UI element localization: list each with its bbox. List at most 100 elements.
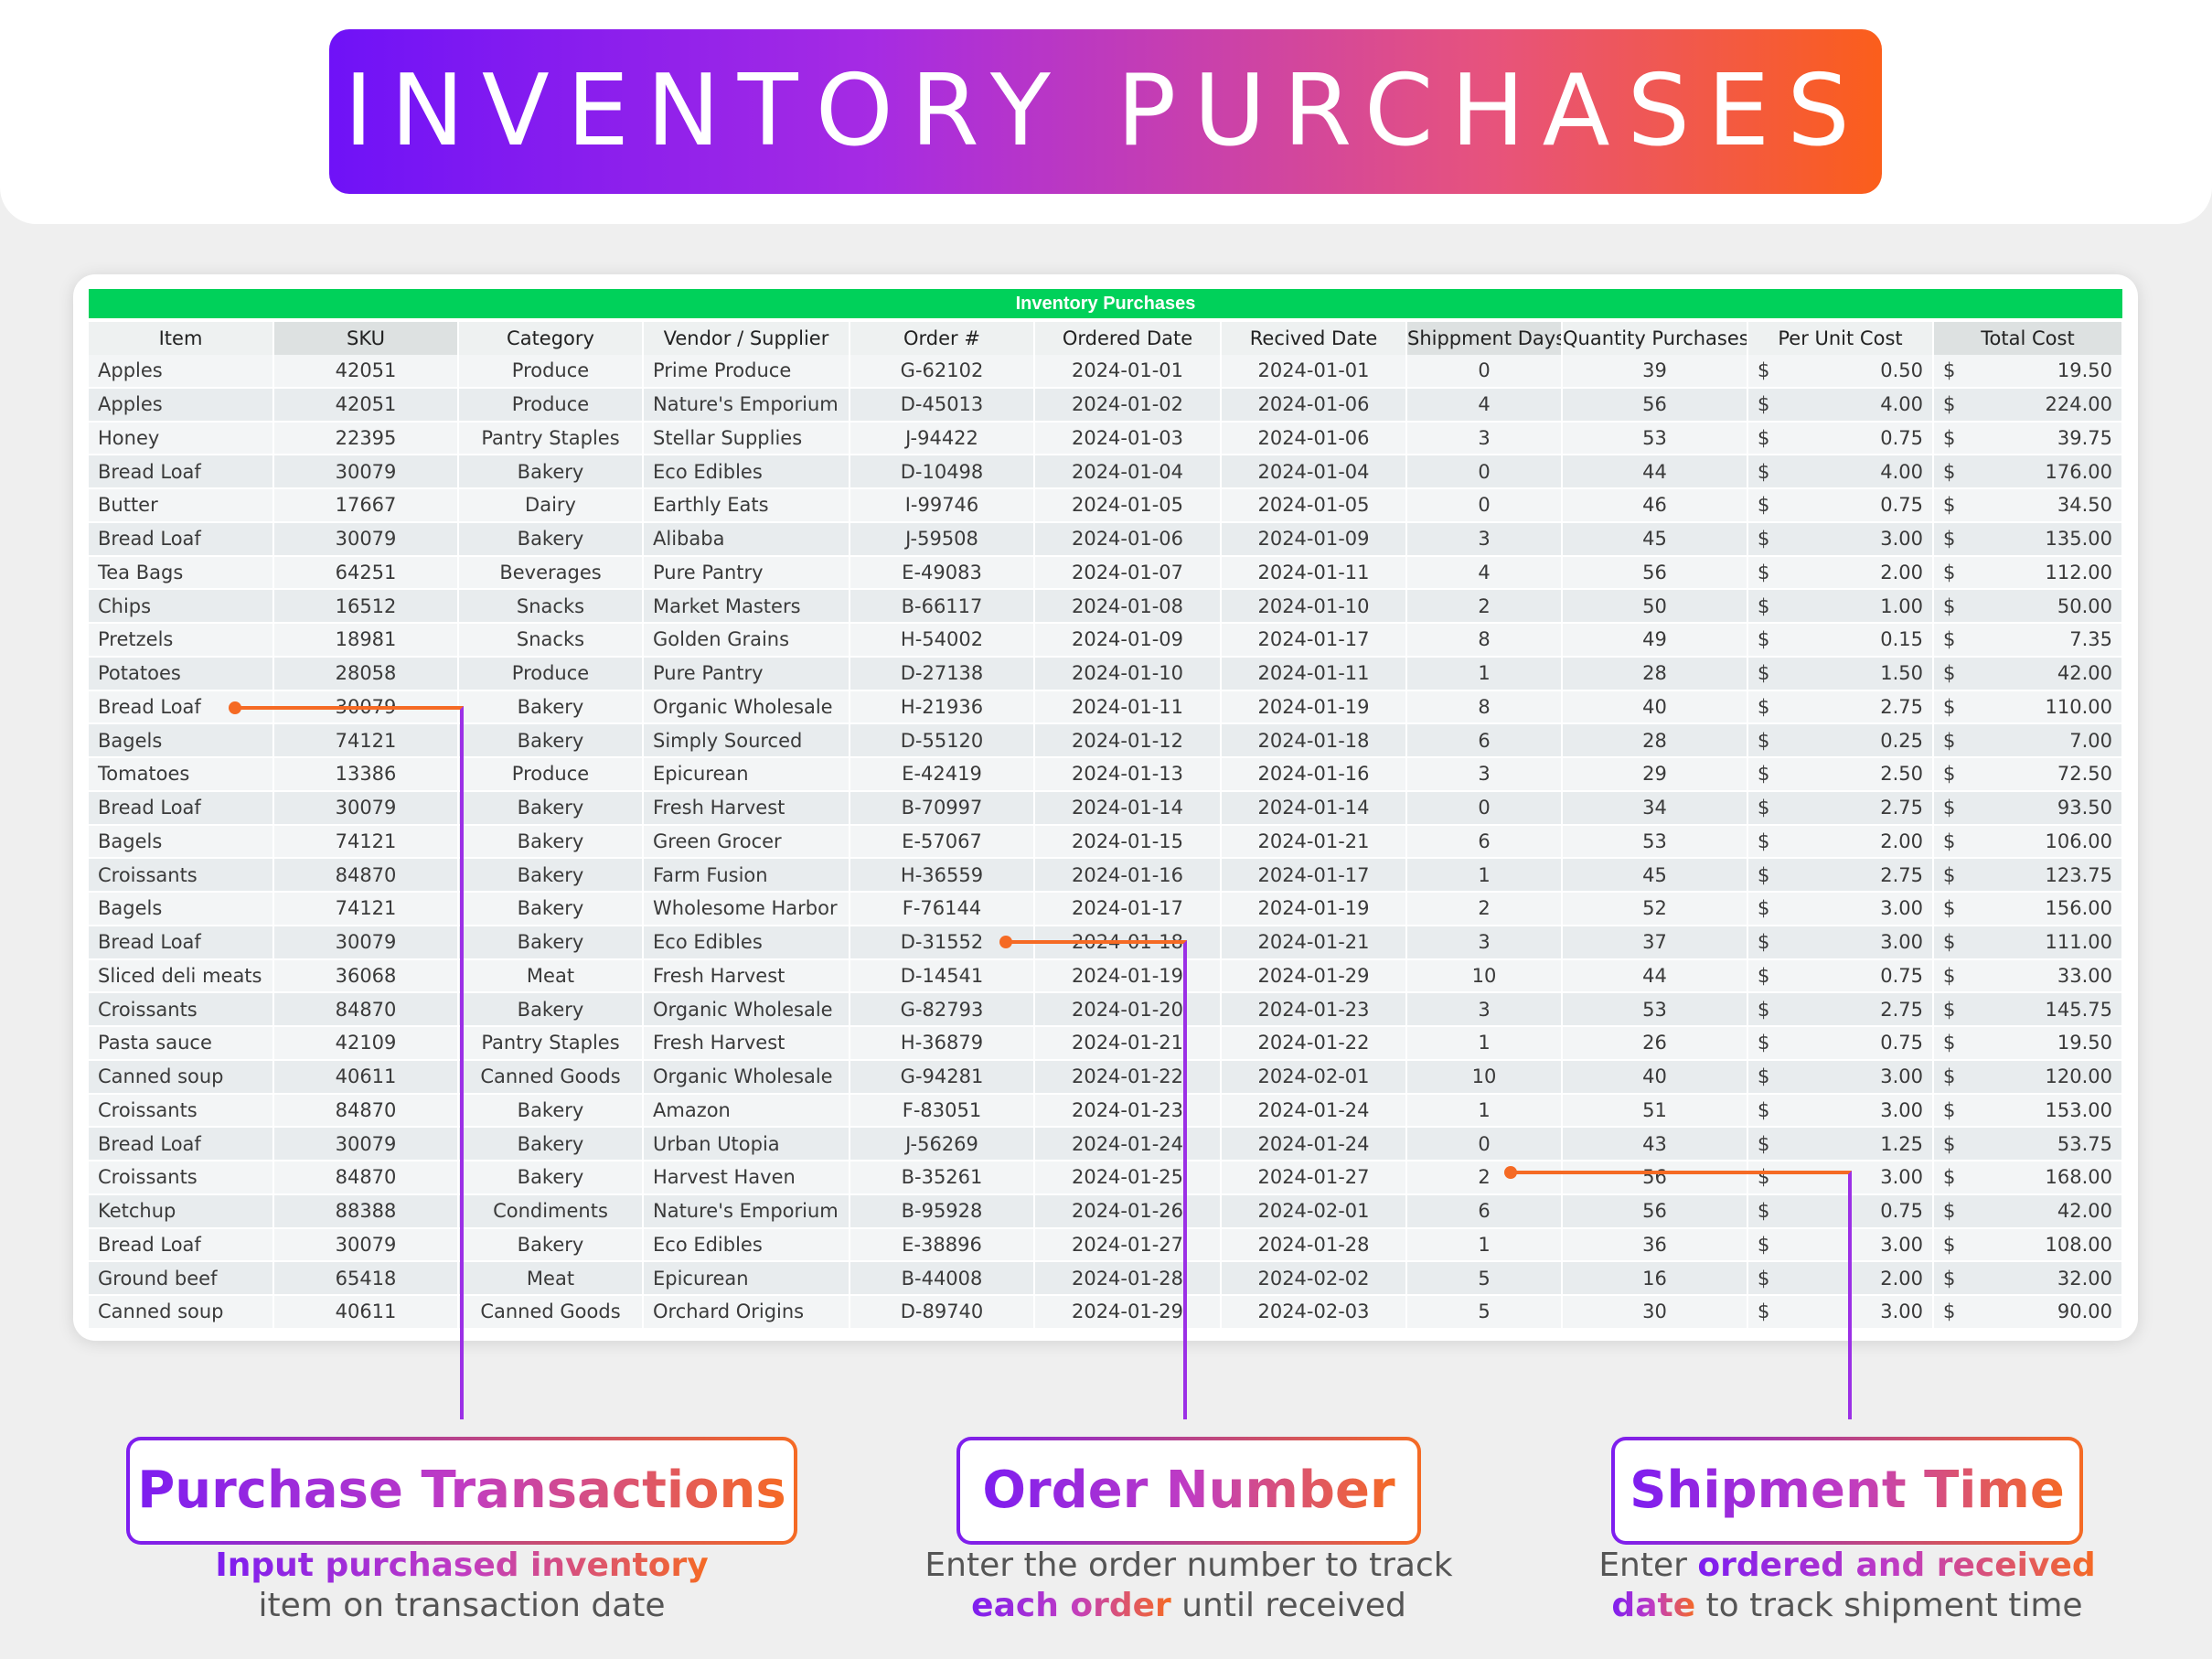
cell-total-cost[interactable]: $34.50: [1933, 488, 2123, 523]
cell-item[interactable]: Croissants: [89, 1161, 274, 1195]
table-row[interactable]: Croissants 84870 Bakery Farm Fusion H-36559 2…: [89, 858, 2123, 893]
cell-quantity[interactable]: 29: [1562, 757, 1748, 792]
cell-received-date[interactable]: 2024-01-17: [1221, 858, 1407, 893]
cell-quantity[interactable]: 28: [1562, 723, 1748, 758]
cell-received-date[interactable]: 2024-01-24: [1221, 1127, 1407, 1161]
cell-vendor[interactable]: Urban Utopia: [643, 1127, 850, 1161]
cell-unit-cost[interactable]: $3.00: [1747, 1295, 1934, 1330]
cell-vendor[interactable]: Simply Sourced: [643, 723, 850, 758]
cell-shipment-days[interactable]: 4: [1406, 555, 1563, 591]
cell-unit-cost[interactable]: $3.00: [1747, 521, 1934, 557]
cell-order-number[interactable]: D-89740: [850, 1295, 1035, 1330]
cell-vendor[interactable]: Pure Pantry: [643, 555, 850, 591]
cell-category[interactable]: Bakery: [458, 858, 644, 893]
column-header[interactable]: Total Cost: [1933, 322, 2123, 355]
cell-total-cost[interactable]: $7.35: [1933, 623, 2123, 658]
cell-item[interactable]: Bagels: [89, 892, 274, 926]
cell-category[interactable]: Bakery: [458, 1227, 644, 1263]
cell-ordered-date[interactable]: 2024-01-22: [1034, 1059, 1222, 1095]
cell-unit-cost[interactable]: $2.50: [1747, 757, 1934, 792]
cell-shipment-days[interactable]: 3: [1406, 521, 1563, 557]
cell-category[interactable]: Pantry Staples: [458, 421, 644, 456]
cell-unit-cost[interactable]: $4.00: [1747, 455, 1934, 489]
table-row[interactable]: Butter 17667 Dairy Earthly Eats I-99746 2024-…: [89, 488, 2123, 523]
cell-total-cost[interactable]: $123.75: [1933, 858, 2123, 893]
cell-sku[interactable]: 17667: [273, 488, 459, 523]
cell-shipment-days[interactable]: 3: [1406, 992, 1563, 1027]
cell-vendor[interactable]: Fresh Harvest: [643, 958, 850, 994]
cell-order-number[interactable]: D-55120: [850, 723, 1035, 758]
table-row[interactable]: Pretzels 18981 Snacks Golden Grains H-54002 2…: [89, 623, 2123, 658]
cell-total-cost[interactable]: $33.00: [1933, 958, 2123, 994]
cell-vendor[interactable]: Fresh Harvest: [643, 790, 850, 826]
cell-unit-cost[interactable]: $3.00: [1747, 1059, 1934, 1095]
cell-order-number[interactable]: H-54002: [850, 623, 1035, 658]
table-row[interactable]: Bread Loaf 30079 Bakery Fresh Harvest B-7099…: [89, 790, 2123, 826]
cell-vendor[interactable]: Harvest Haven: [643, 1161, 850, 1195]
cell-order-number[interactable]: E-42419: [850, 757, 1035, 792]
cell-ordered-date[interactable]: 2024-01-13: [1034, 757, 1222, 792]
cell-received-date[interactable]: 2024-01-16: [1221, 757, 1407, 792]
cell-total-cost[interactable]: $106.00: [1933, 824, 2123, 860]
cell-shipment-days[interactable]: 10: [1406, 958, 1563, 994]
cell-shipment-days[interactable]: 8: [1406, 623, 1563, 658]
cell-ordered-date[interactable]: 2024-01-04: [1034, 455, 1222, 489]
cell-unit-cost[interactable]: $1.50: [1747, 656, 1934, 691]
cell-category[interactable]: Produce: [458, 757, 644, 792]
cell-sku[interactable]: 74121: [273, 824, 459, 860]
cell-sku[interactable]: 30079: [273, 925, 459, 960]
cell-category[interactable]: Snacks: [458, 623, 644, 658]
cell-sku[interactable]: 22395: [273, 421, 459, 456]
cell-ordered-date[interactable]: 2024-01-20: [1034, 992, 1222, 1027]
cell-received-date[interactable]: 2024-01-14: [1221, 790, 1407, 826]
cell-item[interactable]: Croissants: [89, 992, 274, 1027]
cell-total-cost[interactable]: $90.00: [1933, 1295, 2123, 1330]
cell-total-cost[interactable]: $7.00: [1933, 723, 2123, 758]
cell-quantity[interactable]: 44: [1562, 455, 1748, 489]
cell-item[interactable]: Croissants: [89, 1093, 274, 1129]
cell-sku[interactable]: 84870: [273, 858, 459, 893]
cell-ordered-date[interactable]: 2024-01-19: [1034, 958, 1222, 994]
cell-category[interactable]: Canned Goods: [458, 1059, 644, 1095]
column-header[interactable]: Order #: [850, 322, 1035, 355]
cell-total-cost[interactable]: $110.00: [1933, 690, 2123, 725]
cell-order-number[interactable]: D-45013: [850, 387, 1035, 423]
cell-shipment-days[interactable]: 1: [1406, 656, 1563, 691]
cell-ordered-date[interactable]: 2024-01-12: [1034, 723, 1222, 758]
cell-quantity[interactable]: 49: [1562, 623, 1748, 658]
table-row[interactable]: Bread Loaf 30079 Bakery Urban Utopia J-56269…: [89, 1127, 2123, 1161]
cell-received-date[interactable]: 2024-02-03: [1221, 1295, 1407, 1330]
table-row[interactable]: Canned soup 40611 Canned Goods Organic Whol…: [89, 1059, 2123, 1095]
cell-shipment-days[interactable]: 2: [1406, 892, 1563, 926]
cell-sku[interactable]: 30079: [273, 521, 459, 557]
cell-vendor[interactable]: Pure Pantry: [643, 656, 850, 691]
cell-ordered-date[interactable]: 2024-01-17: [1034, 892, 1222, 926]
cell-item[interactable]: Ketchup: [89, 1193, 274, 1229]
cell-received-date[interactable]: 2024-01-10: [1221, 589, 1407, 624]
cell-category[interactable]: Bakery: [458, 690, 644, 725]
cell-total-cost[interactable]: $111.00: [1933, 925, 2123, 960]
cell-order-number[interactable]: D-14541: [850, 958, 1035, 994]
cell-vendor[interactable]: Organic Wholesale: [643, 690, 850, 725]
cell-unit-cost[interactable]: $0.75: [1747, 958, 1934, 994]
column-header[interactable]: SKU: [273, 322, 459, 355]
cell-unit-cost[interactable]: $3.00: [1747, 1227, 1934, 1263]
cell-ordered-date[interactable]: 2024-01-26: [1034, 1193, 1222, 1229]
cell-shipment-days[interactable]: 3: [1406, 757, 1563, 792]
cell-vendor[interactable]: Market Masters: [643, 589, 850, 624]
cell-ordered-date[interactable]: 2024-01-03: [1034, 421, 1222, 456]
cell-vendor[interactable]: Amazon: [643, 1093, 850, 1129]
cell-received-date[interactable]: 2024-01-05: [1221, 488, 1407, 523]
cell-received-date[interactable]: 2024-02-02: [1221, 1261, 1407, 1296]
cell-category[interactable]: Pantry Staples: [458, 1026, 644, 1061]
cell-received-date[interactable]: 2024-01-18: [1221, 723, 1407, 758]
cell-category[interactable]: Bakery: [458, 892, 644, 926]
cell-category[interactable]: Produce: [458, 355, 644, 389]
cell-total-cost[interactable]: $145.75: [1933, 992, 2123, 1027]
table-row[interactable]: Bagels 74121 Bakery Simply Sourced D-55120 20…: [89, 723, 2123, 758]
cell-category[interactable]: Bakery: [458, 723, 644, 758]
cell-category[interactable]: Bakery: [458, 521, 644, 557]
cell-order-number[interactable]: E-49083: [850, 555, 1035, 591]
cell-order-number[interactable]: E-38896: [850, 1227, 1035, 1263]
cell-category[interactable]: Bakery: [458, 925, 644, 960]
